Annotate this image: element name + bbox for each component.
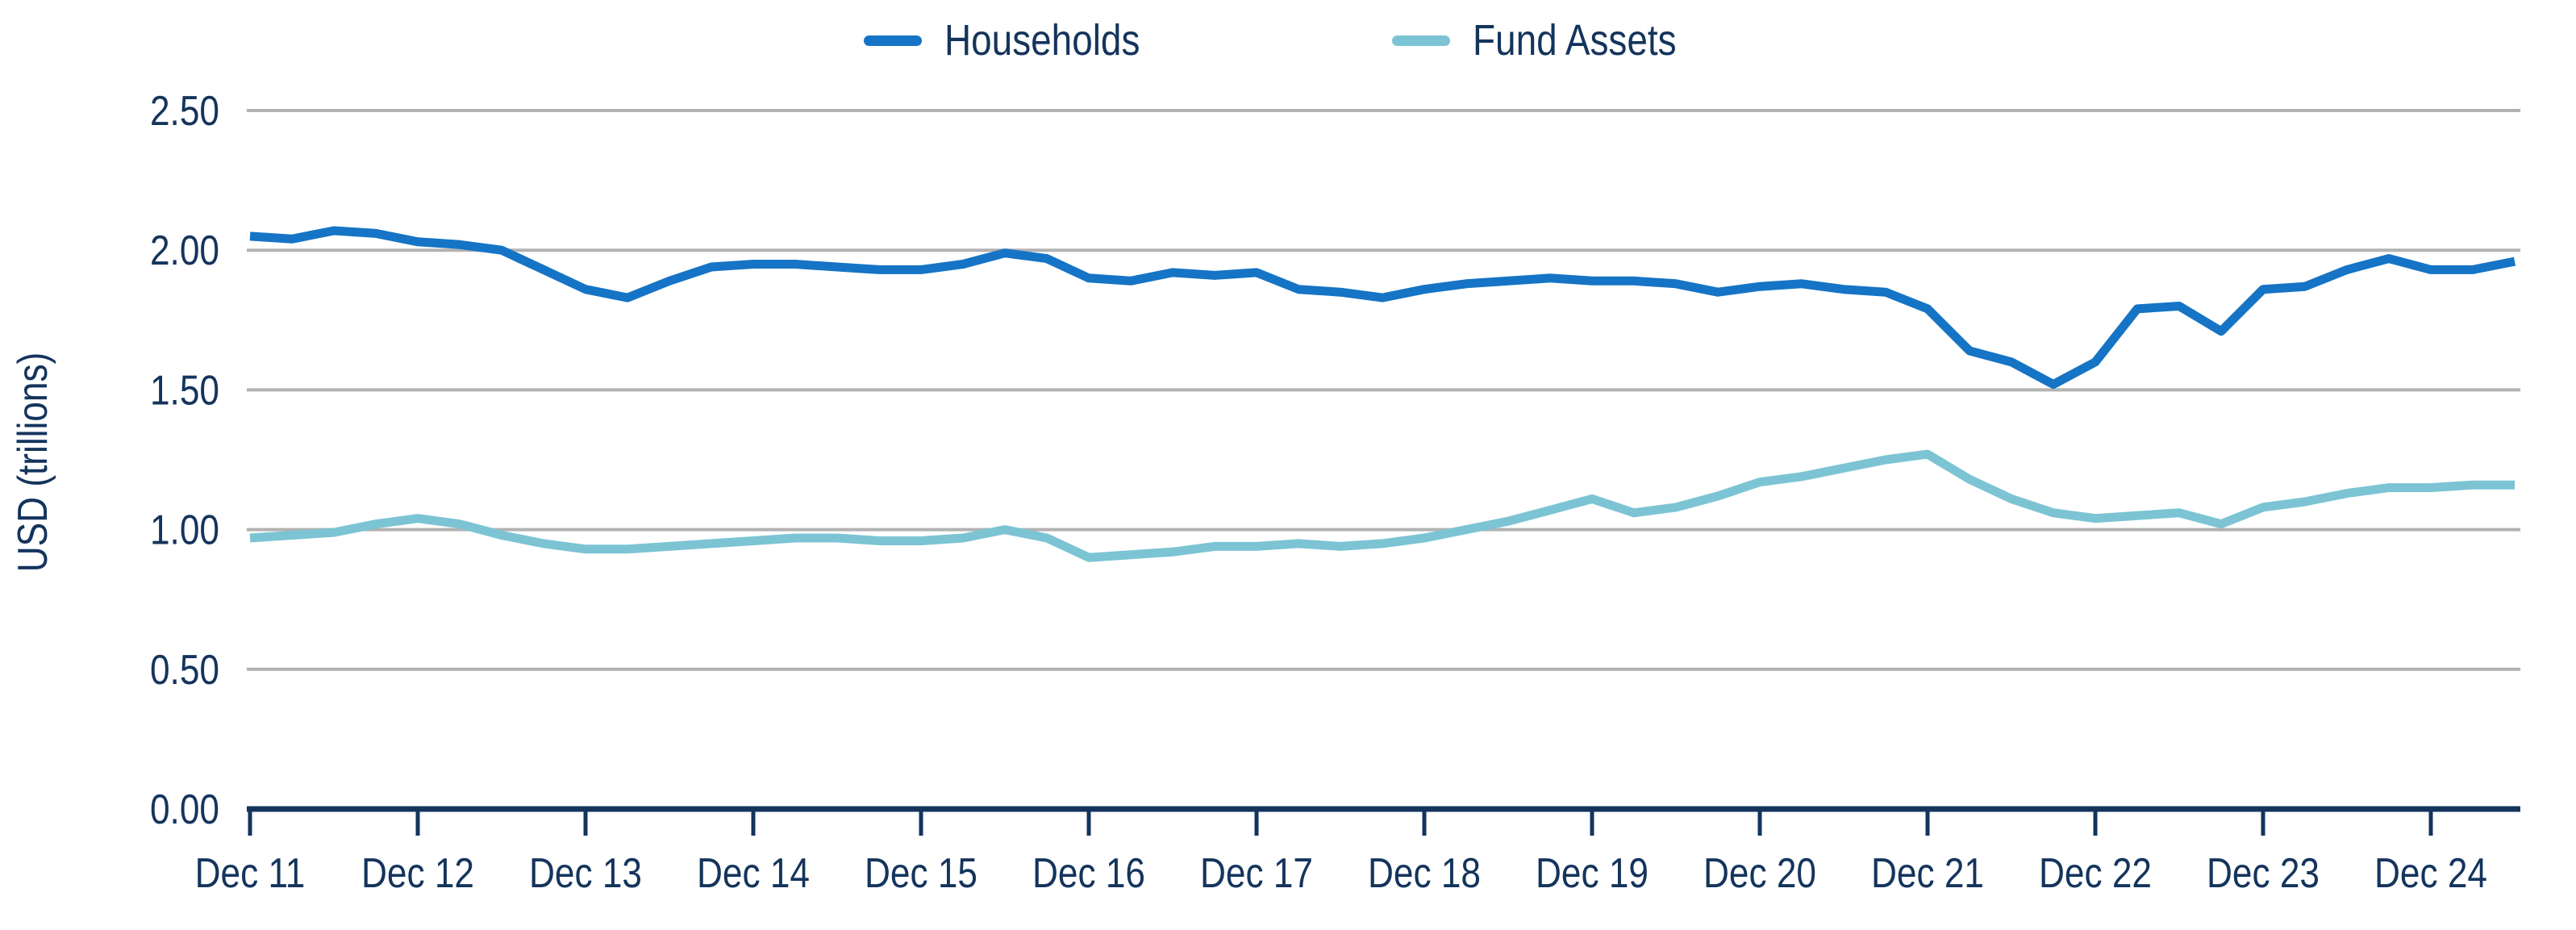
legend-item-fund-assets: Fund Assets xyxy=(1392,15,1712,65)
y-tick-label-0.00: 0.00 xyxy=(150,786,219,833)
x-tick-label-dec-19: Dec 19 xyxy=(1536,850,1649,897)
fund-assets-legend-label: Fund Assets xyxy=(1473,16,1677,65)
y-axis-title: USD (trillions) xyxy=(10,352,56,573)
y-tick-label-1.50: 1.50 xyxy=(150,367,219,414)
y-tick-label-2.50: 2.50 xyxy=(150,88,219,135)
x-tick-label-dec-21: Dec 21 xyxy=(1871,850,1984,897)
y-tick-label-2.00: 2.00 xyxy=(150,227,219,274)
households-legend-label: Households xyxy=(944,16,1140,65)
x-tick-label-dec-22: Dec 22 xyxy=(2039,850,2152,897)
households-swatch xyxy=(863,35,922,46)
series-line-households xyxy=(249,226,2516,389)
x-tick-label-dec-16: Dec 16 xyxy=(1032,850,1145,897)
gridlines xyxy=(247,109,2520,671)
fund-assets-swatch xyxy=(1392,35,1450,46)
x-tick-label-dec-17: Dec 17 xyxy=(1200,850,1313,897)
series-line-fund-assets xyxy=(249,449,2515,562)
x-tick-label-dec-13: Dec 13 xyxy=(529,850,642,897)
x-tick-label-dec-11: Dec 11 xyxy=(195,850,306,897)
x-tick-label-dec-12: Dec 12 xyxy=(361,850,474,897)
y-tick-label-0.50: 0.50 xyxy=(150,646,219,693)
x-tick-label-dec-14: Dec 14 xyxy=(697,850,810,897)
x-tick-label-dec-15: Dec 15 xyxy=(865,850,977,897)
legend: Households Fund Assets xyxy=(0,8,2576,73)
series-lines xyxy=(249,226,2516,562)
x-tick-label-dec-18: Dec 18 xyxy=(1368,850,1481,897)
x-tick-label-dec-20: Dec 20 xyxy=(1703,850,1816,897)
legend-item-households: Households xyxy=(863,15,1174,65)
x-tick-label-dec-24: Dec 24 xyxy=(2374,850,2487,897)
y-tick-label-1.00: 1.00 xyxy=(150,507,219,553)
x-axis xyxy=(247,806,2520,836)
axis-tick-labels: Dec 11 Dec 12 Dec 13 Dec 14 Dec 15 Dec 16 Dec … xyxy=(150,88,2487,897)
x-tick-label-dec-23: Dec 23 xyxy=(2207,850,2320,897)
